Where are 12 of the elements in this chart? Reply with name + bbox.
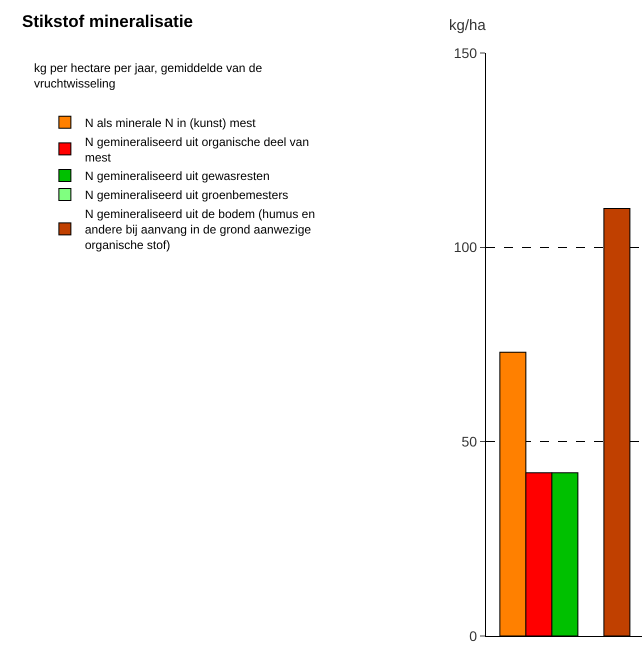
y-tick-label: 150	[454, 44, 478, 61]
legend-label: N gemineraliseerd uit gewasresten	[84, 169, 270, 184]
text: Stikstof mineralisatie	[22, 12, 194, 31]
y-tick-label: 100	[454, 239, 478, 256]
y-tick-label: 0	[469, 628, 478, 644]
legend-label: N als minerale N in (kunst) mest	[84, 116, 256, 130]
legend-label: N gemineraliseerd uit groenbemesters	[84, 188, 288, 202]
text: kg per hectare per jaar, gemiddelde van de vruchtwisseling	[34, 61, 262, 91]
legend-label: N gemineraliseerd uit de bodem (humus en andere bij aanvang in de grond aanwezige organische stof)	[84, 206, 316, 252]
y-axis-title: kg/ha	[449, 17, 486, 34]
legend-label: N gemineraliseerd uit organische deel van mest	[84, 134, 310, 164]
y-tick-label: 50	[462, 434, 478, 450]
